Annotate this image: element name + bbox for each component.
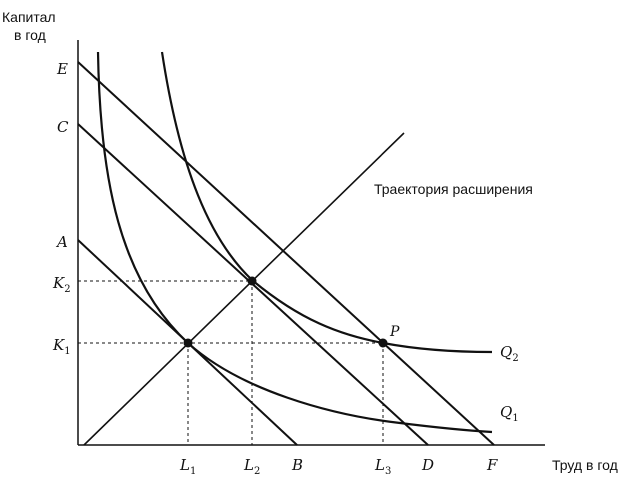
y-label-K1: K1 [52,336,71,357]
x-label-L1: L1 [179,456,196,477]
isoquant-Q2-curve [160,51,493,354]
y-axis-title-line2: в год [14,27,46,43]
y-label-A: A [55,233,68,251]
expansion-path-label: Траектория расширения [374,181,533,197]
x-label-B: B [291,456,303,474]
y-label-E: E [56,60,68,78]
curve-label-Q1: Q1 [500,403,519,424]
tangency-point-L1K1 [183,338,193,348]
tangency-point-L2K2 [247,276,257,286]
y-label-C: C [57,118,69,136]
x-axis-title: Труд в год [552,457,618,473]
y-label-K2: K2 [52,274,71,295]
isocost-line-EF [77,61,495,446]
x-label-D: D [421,456,434,474]
expansion-path-line [83,132,405,446]
x-label-F: F [486,456,498,474]
x-label-L2: L2 [243,456,260,477]
x-label-L3: L3 [374,456,391,477]
isoquant-Q1-curve [96,51,493,434]
curve-label-Q2: Q2 [500,343,519,364]
point-P-label: P [389,324,400,340]
point-P [378,338,388,348]
y-axis-title-line1: Капитал [2,9,56,25]
